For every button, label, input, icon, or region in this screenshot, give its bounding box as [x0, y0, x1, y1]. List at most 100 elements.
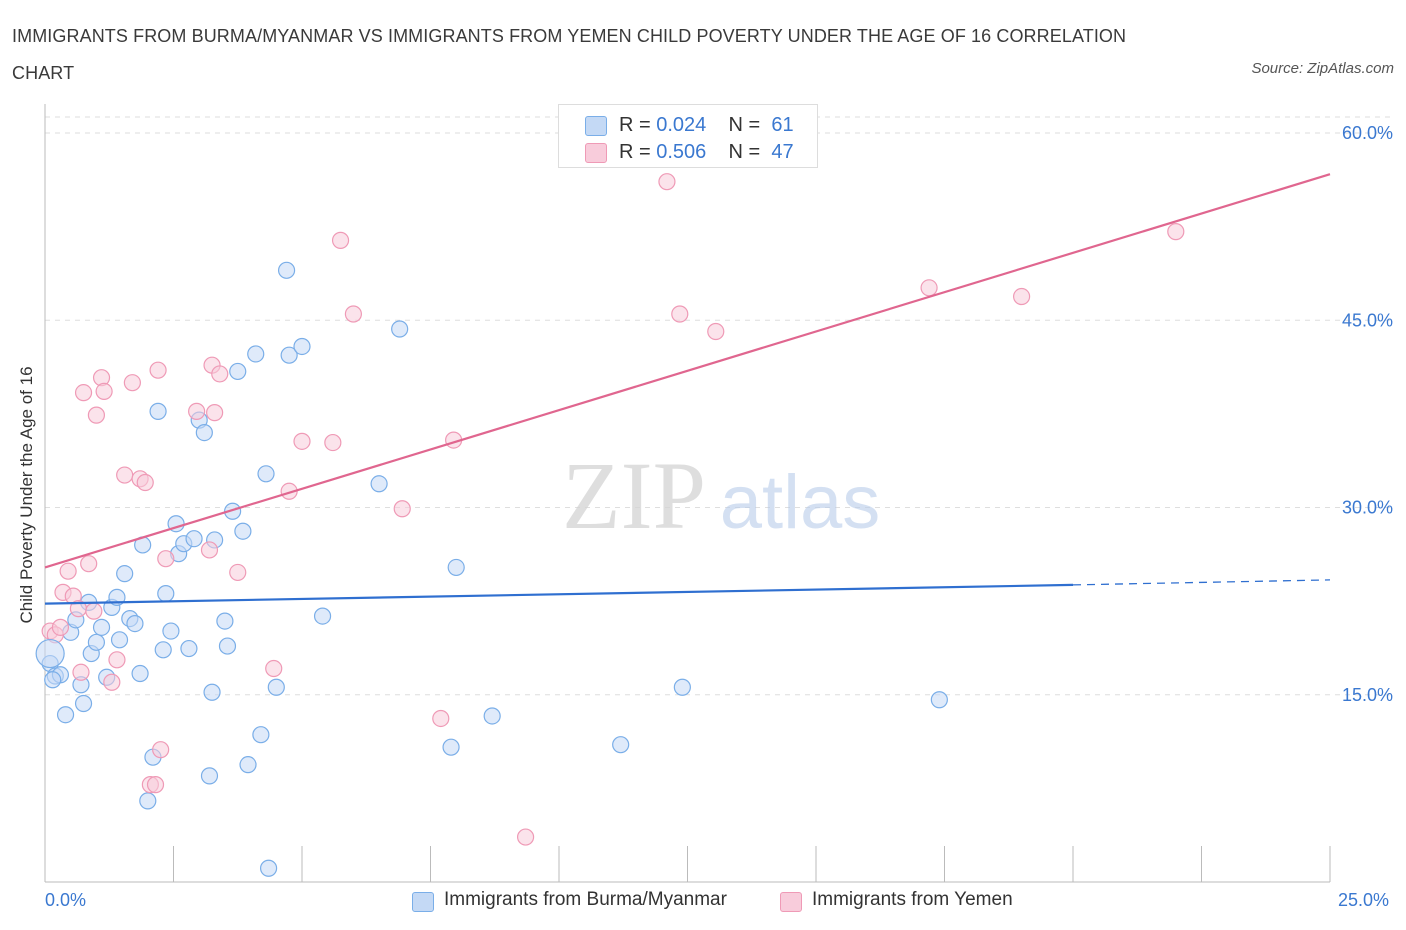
point-burma — [203, 683, 221, 701]
point-burma — [234, 522, 252, 540]
point-burma — [267, 678, 285, 696]
trend-line-burma-extension — [1072, 579, 1331, 586]
source-label: Source: ZipAtlas.com — [1251, 60, 1394, 77]
point-burma — [257, 465, 275, 483]
point-burma — [185, 530, 203, 548]
point-yemen — [344, 305, 362, 323]
n-label: N = — [728, 141, 766, 163]
point-burma — [92, 618, 111, 636]
point-burma — [293, 337, 311, 356]
point-burma — [131, 664, 149, 683]
legend-swatch-yemen — [780, 892, 802, 912]
point-burma — [180, 639, 198, 658]
point-burma — [74, 694, 93, 713]
point-yemen — [211, 365, 229, 383]
point-yemen — [152, 741, 170, 759]
yemen-swatch — [585, 143, 607, 163]
n-value: 61 — [771, 114, 794, 136]
point-yemen — [72, 663, 90, 681]
point-burma — [277, 261, 296, 279]
watermark-zip: ZIP — [562, 442, 706, 549]
legend-label-yemen: Immigrants from Yemen — [812, 889, 1013, 910]
point-yemen — [1012, 287, 1031, 306]
point-burma — [218, 637, 237, 655]
point-burma — [252, 726, 270, 744]
point-yemen — [516, 828, 535, 846]
point-burma — [259, 859, 278, 877]
point-yemen — [920, 279, 938, 297]
data-points — [35, 173, 1185, 877]
n-value: 47 — [771, 141, 794, 163]
point-burma — [139, 792, 157, 810]
point-yemen — [157, 550, 175, 568]
point-yemen — [149, 361, 167, 379]
point-yemen — [200, 541, 219, 559]
point-yemen — [116, 466, 134, 484]
x-tick-max: 25.0% — [1338, 890, 1390, 910]
point-yemen — [1167, 223, 1185, 241]
r-label: R = — [619, 141, 657, 163]
gridlines — [45, 116, 1390, 696]
point-burma — [35, 638, 65, 669]
point-burma — [216, 612, 234, 630]
point-yemen — [74, 384, 93, 402]
point-yemen — [95, 382, 113, 401]
point-burma — [247, 345, 265, 363]
point-burma — [149, 402, 167, 420]
r-value: 0.506 — [656, 141, 707, 163]
chart-title: IMMIGRANTS FROM BURMA/MYANMAR VS IMMIGRA… — [12, 26, 1127, 83]
point-yemen — [293, 432, 311, 450]
point-burma — [56, 706, 75, 724]
point-burma — [280, 346, 298, 364]
point-yemen — [658, 173, 676, 191]
r-value: 0.024 — [656, 114, 707, 136]
point-yemen — [85, 602, 103, 620]
point-yemen — [108, 651, 126, 669]
y-tick-label: 60.0% — [1342, 123, 1393, 143]
point-yemen — [432, 709, 450, 728]
point-yemen — [188, 402, 206, 420]
point-burma — [229, 362, 247, 381]
axes — [44, 104, 1331, 883]
y-tick-label: 15.0% — [1342, 685, 1393, 705]
point-yemen — [51, 618, 70, 636]
point-yemen — [671, 305, 689, 323]
point-yemen — [229, 563, 247, 582]
point-burma — [391, 320, 409, 338]
stats-legend: R = 0.024 N = 61 R = 0.506 N = 47 — [558, 104, 818, 168]
y-tick-label: 45.0% — [1342, 310, 1393, 330]
x-tick-min: 0.0% — [45, 890, 87, 910]
point-burma — [87, 633, 106, 651]
point-yemen — [265, 659, 283, 678]
point-yemen — [123, 374, 141, 392]
point-burma — [154, 641, 172, 659]
legend-label-burma: Immigrants from Burma/Myanmar — [444, 889, 727, 910]
point-burma — [195, 424, 213, 442]
point-yemen — [324, 433, 342, 452]
series-legend: Immigrants from Burma/Myanmar Immigrants… — [0, 888, 1406, 918]
n-label: N = — [728, 114, 766, 136]
point-burma — [612, 736, 630, 754]
y-tick-label: 30.0% — [1342, 498, 1393, 518]
point-burma — [313, 607, 332, 625]
point-burma — [673, 678, 691, 696]
point-burma — [447, 558, 465, 577]
point-yemen — [707, 322, 725, 341]
point-burma — [930, 691, 948, 709]
burma-swatch — [585, 116, 607, 136]
point-burma — [239, 756, 257, 774]
point-burma — [126, 614, 144, 633]
point-yemen — [80, 555, 98, 573]
point-yemen — [331, 231, 350, 249]
trend-lines — [44, 173, 1331, 605]
point-yemen — [136, 473, 154, 492]
point-yemen — [103, 673, 121, 691]
point-yemen — [87, 406, 106, 424]
y-tick-labels: 15.0% 30.0% 45.0% 60.0% — [1342, 123, 1393, 705]
point-burma — [370, 475, 388, 493]
point-yemen — [146, 776, 165, 794]
watermark-atlas: atlas — [720, 460, 881, 545]
point-yemen — [59, 562, 77, 580]
point-yemen — [206, 404, 224, 422]
